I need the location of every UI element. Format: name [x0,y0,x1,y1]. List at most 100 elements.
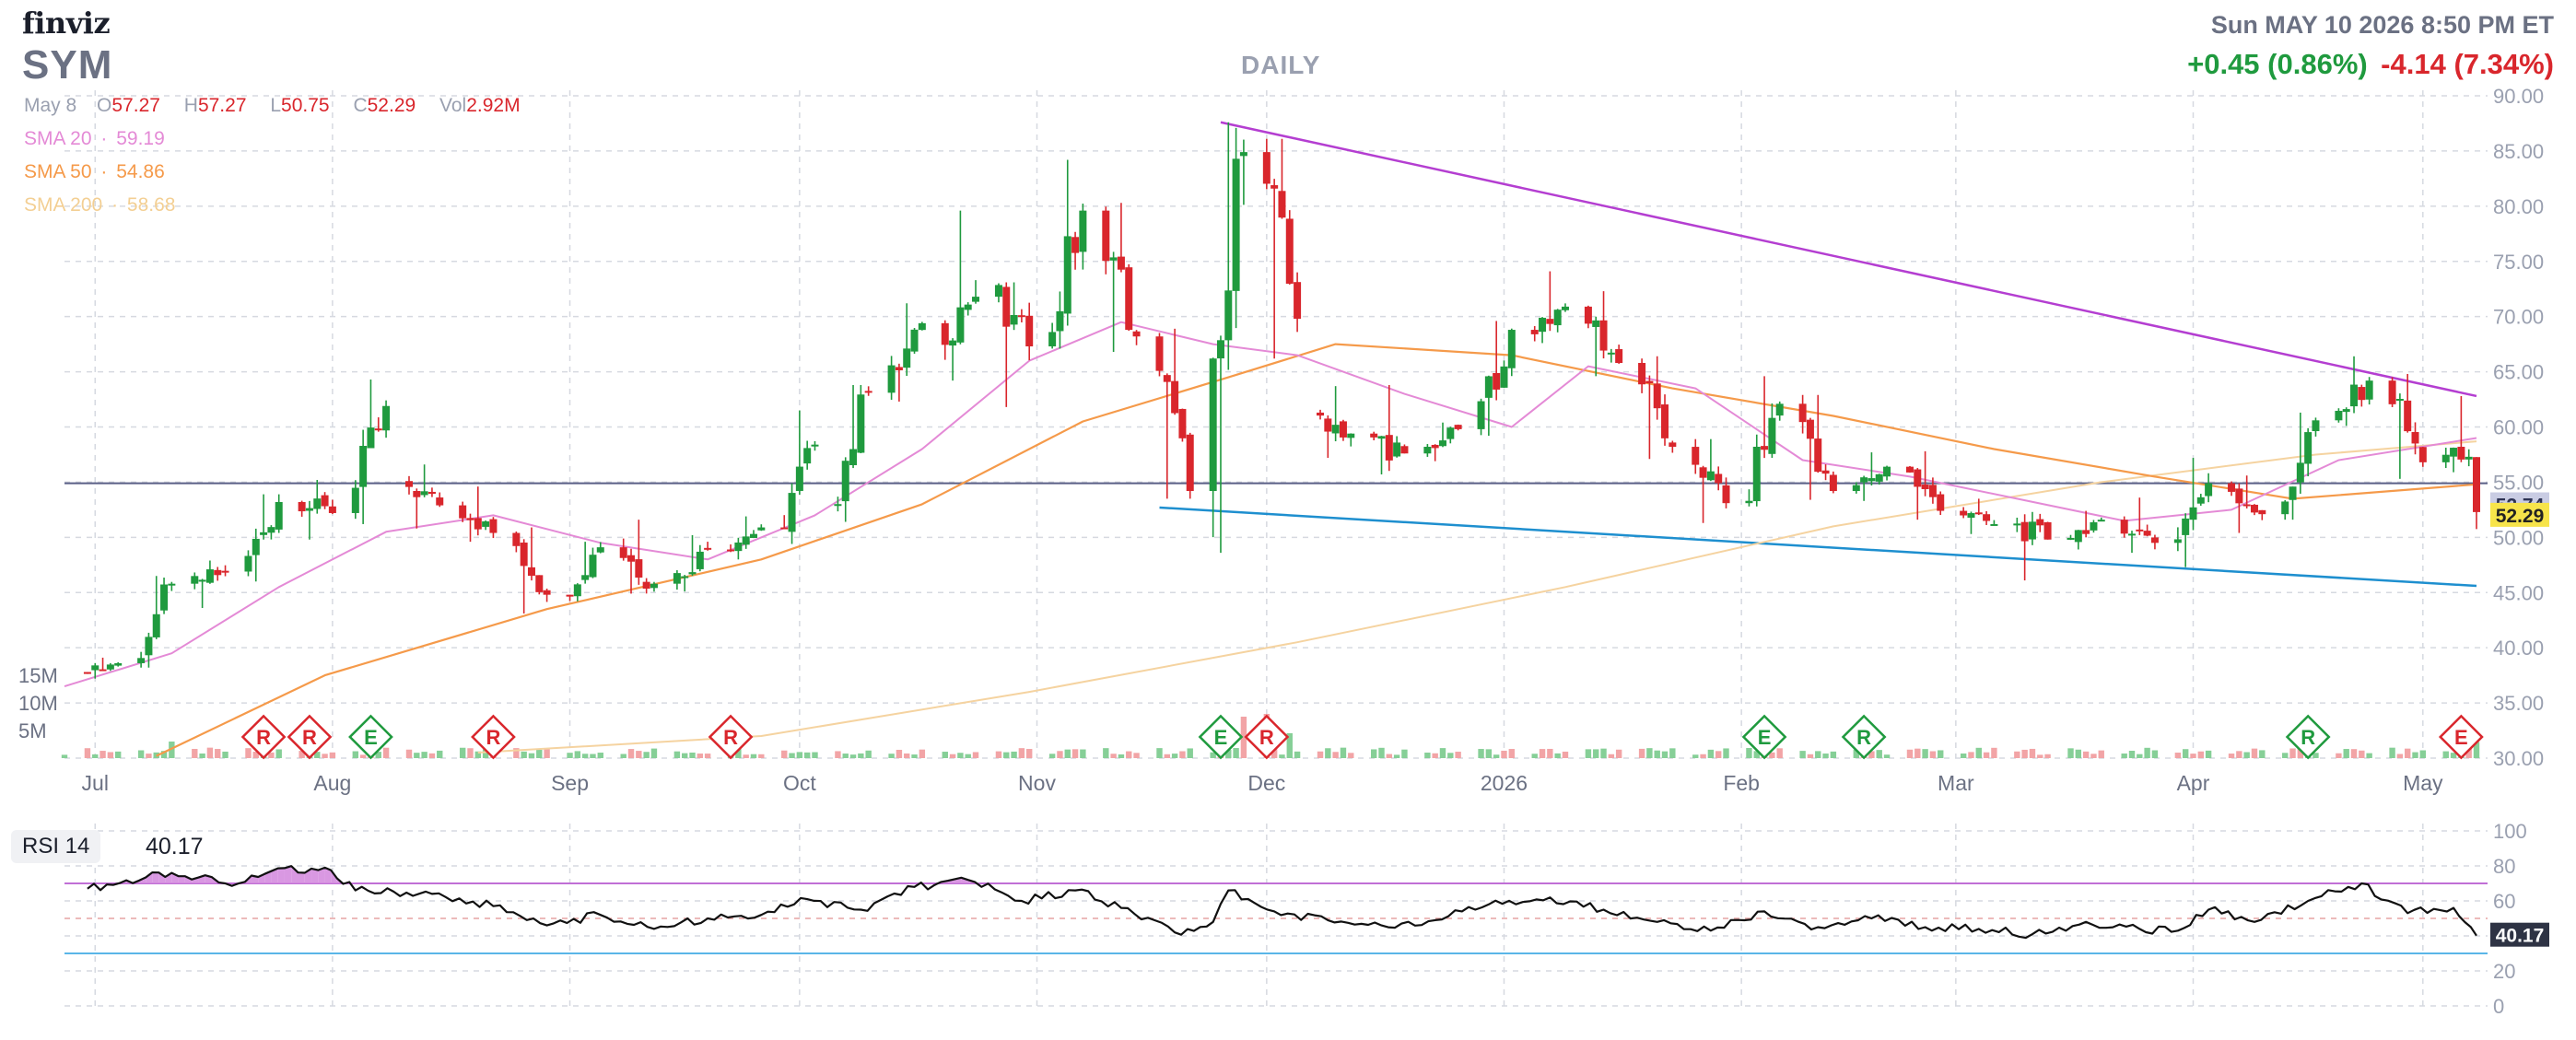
volume-bar [1348,753,1353,758]
ticker-text: SYM [22,42,112,88]
candle-body [757,528,765,531]
sma20-legend[interactable]: SMA 20 · 59.19 [24,128,165,150]
candle-body [168,584,175,586]
volume-bar [567,753,572,758]
price-tick-label: 80.00 [2493,195,2544,218]
candle-body [1669,442,1676,447]
volume-bar [1700,754,1705,758]
candle-body [1432,445,1439,448]
x-axis-label: Sep [551,771,589,795]
volume-bar [1563,752,1568,758]
candle-body [1317,413,1324,415]
volume-bar [1179,752,1185,758]
volume-bar [1501,751,1506,758]
volume-bar [2351,749,2357,758]
volume-bar [797,752,802,758]
upper-trendline [1221,123,2476,396]
candle-body [2281,501,2289,514]
candle-body [413,491,420,497]
rsi-legend-box[interactable]: RSI 14 [11,830,100,863]
candle-body [1654,383,1661,408]
sma20-sep: · [100,128,107,149]
candle-body [673,573,681,584]
volume-bar [1746,748,1751,758]
brand-logo[interactable]: finviz [22,6,110,41]
candle-body [780,528,788,530]
grid [64,90,2488,1006]
candle-body [1661,404,1669,438]
volume-bar [1455,752,1460,758]
sma50-legend[interactable]: SMA 50 · 54.86 [24,161,165,183]
volume-axis-label: 5M [18,719,47,742]
candle-body [482,521,489,527]
candle-body [1975,512,1983,514]
candle-body [1478,402,1485,429]
volume-bar [406,750,412,758]
candle-body [1600,321,1608,351]
volume-bar [911,754,917,758]
candle-body [436,497,443,506]
candle-body [474,518,482,529]
candle-body [1455,425,1462,429]
ohlc-row: May 8 O57.27 H57.27 L50.75 C52.29 Vol2.9… [24,95,521,117]
sma50-line [157,345,2476,756]
candle-body [107,664,114,669]
candle-body [2297,462,2304,482]
volume-axis-label: 15M [18,664,58,687]
volume-bar [529,754,534,758]
volume-bar [2443,752,2449,758]
candle-body [1638,363,1645,384]
candle-body [1585,307,1592,324]
x-axis-label: May [2403,771,2443,795]
price-tick-label: 55.00 [2493,471,2544,494]
lower-trendline [1159,508,2476,586]
volume-bar [1884,754,1890,758]
volume-bar [1172,754,1177,758]
volume-bar [536,750,542,758]
candle-body [704,548,711,550]
volume-bar [2152,751,2158,758]
volume-bar [1478,749,1483,758]
volume-bar [2099,751,2104,758]
volume-bar [1554,754,1560,758]
sma200-legend[interactable]: SMA 200 · 58.68 [24,194,175,216]
open-label: O [97,95,111,116]
price-tick-label: 60.00 [2493,416,2544,439]
rsi-panel: 10080604020040.17 [64,820,2549,1018]
volume-bar [1799,751,1805,758]
rsi-tick-label: 100 [2493,820,2527,843]
volume-bar [1616,750,1622,758]
candle-body [1210,358,1217,491]
volume-bar [2076,750,2081,758]
volume-bar [353,752,358,758]
candle-body [1071,237,1079,252]
rsi-label: RSI 14 [22,834,89,859]
candle-body [100,670,107,672]
volume-bar [682,754,687,758]
volume-bar [146,754,151,758]
price-tick-label: 45.00 [2493,581,2544,604]
timeframe-text: DAILY [1241,51,1320,79]
candle-body [421,491,428,495]
volume-label: Vol [439,95,466,116]
candle-body [834,504,841,506]
candle-body [1860,477,1868,482]
candle-body [2457,447,2465,460]
candle-body [1799,403,1807,422]
candle-body [650,584,658,589]
candle-body [1868,478,1875,481]
candle-body [2174,539,2182,543]
candle-body [521,543,528,566]
event-marker-label: R [723,726,738,749]
volume-bar [138,751,144,758]
volume-bar [2344,749,2349,758]
close-label: C [353,95,367,116]
candle-body [1217,340,1224,358]
candle-body [306,508,313,511]
volume-bar [1156,748,1162,758]
high-value: 57.27 [198,95,247,116]
volume-bar [108,752,113,758]
candle-body [2121,520,2128,533]
candle-body [2136,530,2143,532]
